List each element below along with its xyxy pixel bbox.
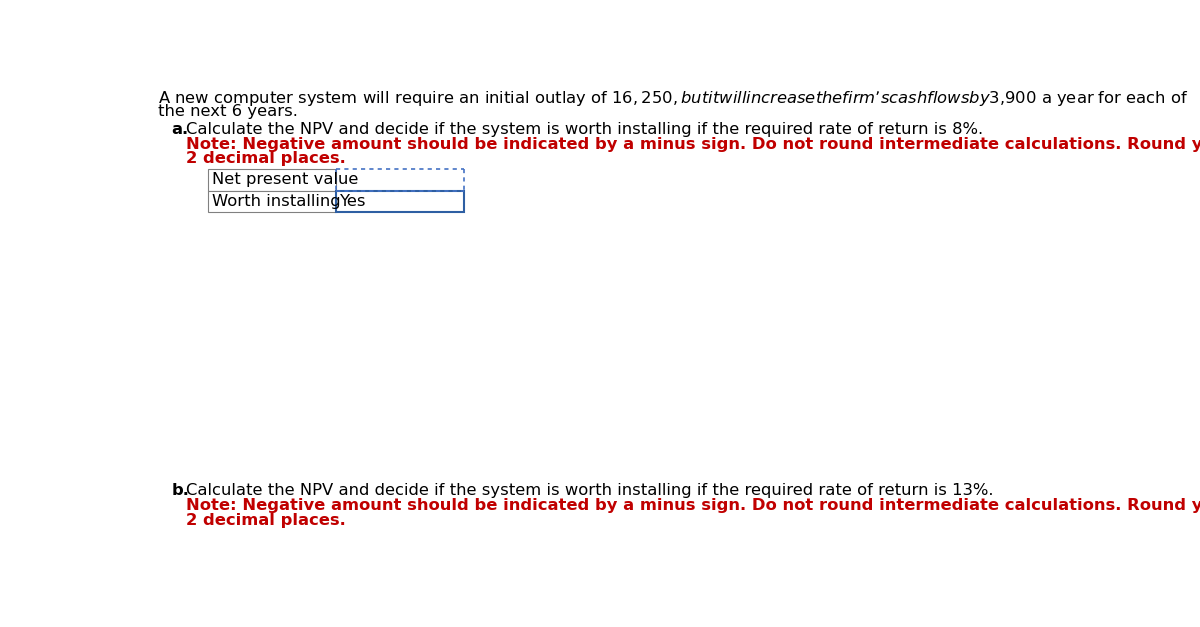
Text: Net present value: Net present value [212,172,359,187]
Text: Worth installing: Worth installing [212,194,341,209]
Text: the next 6 years.: the next 6 years. [157,103,298,119]
Text: Note: Negative amount should be indicated by a minus sign. Do not round intermed: Note: Negative amount should be indicate… [186,137,1200,152]
Text: b.: b. [172,483,190,498]
Text: 2 decimal places.: 2 decimal places. [186,152,346,167]
Text: a.: a. [172,122,188,137]
Bar [336,191,464,213]
Text: Note: Negative amount should be indicated by a minus sign. Do not round intermed: Note: Negative amount should be indicate… [186,498,1200,513]
Text: Yes: Yes [340,194,366,209]
Text: Calculate the NPV and decide if the system is worth installing if the required r: Calculate the NPV and decide if the syst… [186,122,983,137]
Bar [208,191,336,213]
Text: 2 decimal places.: 2 decimal places. [186,513,346,527]
Bar [208,169,336,191]
Text: Calculate the NPV and decide if the system is worth installing if the required r: Calculate the NPV and decide if the syst… [186,483,994,498]
Text: A new computer system will require an initial outlay of $16,250, but it will inc: A new computer system will require an in… [157,89,1188,108]
